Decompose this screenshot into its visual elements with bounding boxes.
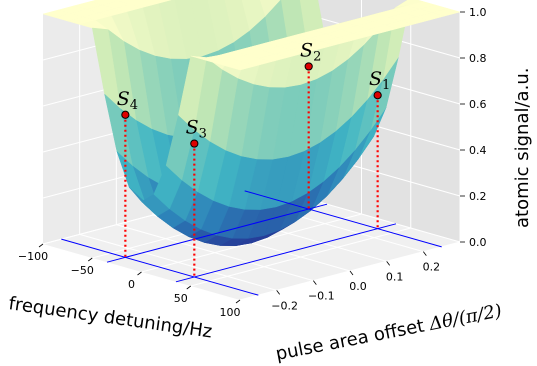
y-tick-mark	[386, 261, 390, 266]
tick-labels: −100 −50 0 50 100 −0.2 −0.1 0.0 0.1 0.2 0.0 0.2 0.4 0…	[18, 6, 487, 319]
x-tick-label: 100	[220, 306, 241, 319]
point-label: S1	[369, 68, 390, 93]
point-label: S2	[300, 39, 321, 64]
y-axis-label-math: Δθ/(π/2)	[427, 300, 504, 335]
x-tick-label: 0	[128, 278, 135, 291]
y-tick-label: −0.2	[271, 299, 298, 312]
point-label: S3	[186, 117, 207, 142]
point-markers: S1 S2 S3 S4	[117, 39, 390, 277]
y-tick-label: 0.0	[349, 280, 367, 293]
guide-line-y	[244, 190, 442, 248]
y-tick-mark	[313, 280, 317, 285]
x-tick-mark	[235, 299, 241, 304]
z-tick-label: 0.2	[469, 190, 487, 203]
guide-line-x	[106, 203, 328, 263]
z-tick-label: 0.0	[469, 236, 487, 249]
z-tick-label: 1.0	[469, 6, 487, 19]
y-tick-label: 0.1	[386, 270, 404, 283]
x-tick-mark	[88, 257, 93, 262]
x-tick-mark	[38, 243, 44, 248]
x-tick-label: −50	[71, 264, 94, 277]
point-label: S4	[117, 88, 138, 113]
guide-line-y	[61, 238, 259, 296]
y-axis-label: pulse area offset Δθ/(π/2)	[274, 300, 504, 364]
grid-line-y	[79, 233, 277, 291]
point-marker	[304, 62, 313, 71]
grid-line-y	[116, 224, 314, 282]
x-tick-label: 50	[174, 292, 188, 305]
z-tick-label: 0.4	[469, 144, 487, 157]
surface-mesh	[42, 0, 461, 246]
y-tick-mark	[276, 290, 280, 295]
z-axis-label: atomic signal/a.u.	[512, 68, 533, 228]
z-tick-label: 0.8	[469, 52, 487, 65]
x-tick-mark	[186, 285, 191, 290]
x-tick-label: −100	[18, 250, 48, 263]
y-tick-mark	[423, 251, 427, 256]
y-axis-label-text: pulse area offset	[274, 314, 432, 364]
guide-lines	[61, 190, 442, 296]
y-tick-label: −0.1	[308, 290, 335, 303]
point-marker	[373, 91, 382, 100]
guide-line-x	[175, 223, 397, 283]
x-tick-mark	[137, 271, 142, 276]
y-tick-mark	[349, 270, 354, 276]
point-marker	[190, 139, 199, 148]
y-tick-label: 0.2	[423, 261, 441, 274]
z-tick-label: 0.6	[469, 98, 487, 111]
point-marker	[121, 110, 130, 119]
surface-patch	[226, 62, 257, 71]
